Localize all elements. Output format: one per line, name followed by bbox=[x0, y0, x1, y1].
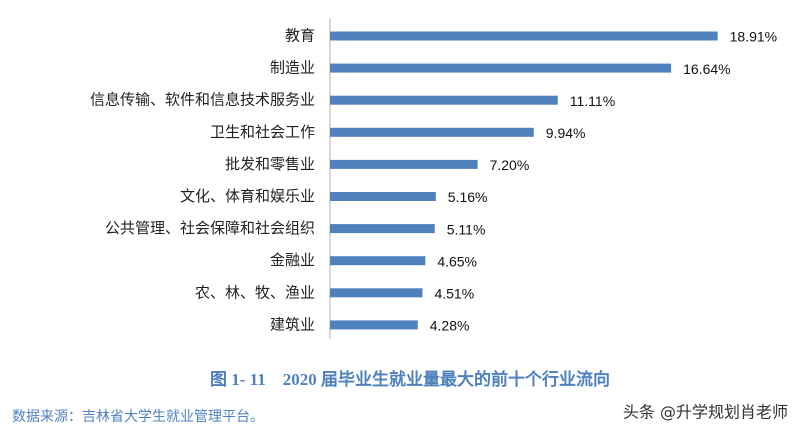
bar bbox=[330, 63, 672, 73]
value-label: 16.64% bbox=[683, 61, 730, 77]
chart-caption: 图 1- 11 2020 届毕业生就业量最大的前十个行业流向 bbox=[210, 369, 610, 389]
category-label: 批发和零售业 bbox=[225, 155, 315, 173]
value-label: 7.20% bbox=[490, 157, 530, 173]
value-label: 4.51% bbox=[434, 286, 474, 302]
category-label: 制造业 bbox=[270, 59, 315, 77]
bar bbox=[330, 288, 423, 298]
bar bbox=[330, 159, 478, 169]
value-label: 4.28% bbox=[430, 318, 470, 334]
bar bbox=[330, 95, 558, 105]
source-note: 数据来源：吉林省大学生就业管理平台。 bbox=[12, 409, 264, 425]
bar bbox=[330, 224, 435, 234]
category-label: 农、林、牧、渔业 bbox=[195, 283, 315, 301]
category-label: 建筑业 bbox=[270, 315, 315, 333]
category-label: 金融业 bbox=[270, 251, 315, 269]
category-label: 教育 bbox=[285, 27, 315, 45]
category-label: 文化、体育和娱乐业 bbox=[180, 187, 315, 205]
category-label: 公共管理、社会保障和社会组织 bbox=[105, 219, 315, 237]
watermark: 头条 @升学规划肖老师 bbox=[623, 403, 788, 422]
category-label: 卫生和社会工作 bbox=[210, 123, 315, 141]
category-label: 信息传输、软件和信息技术服务业 bbox=[90, 91, 315, 109]
value-label: 9.94% bbox=[546, 125, 586, 141]
bar bbox=[330, 192, 436, 201]
value-label: 18.91% bbox=[730, 29, 777, 45]
bar bbox=[330, 31, 718, 41]
bar bbox=[330, 256, 426, 266]
value-label: 11.11% bbox=[570, 93, 615, 109]
value-label: 5.16% bbox=[448, 189, 488, 205]
value-label: 5.11% bbox=[447, 221, 486, 237]
bar bbox=[330, 127, 534, 137]
value-label: 4.65% bbox=[437, 253, 477, 269]
bar bbox=[330, 320, 418, 330]
